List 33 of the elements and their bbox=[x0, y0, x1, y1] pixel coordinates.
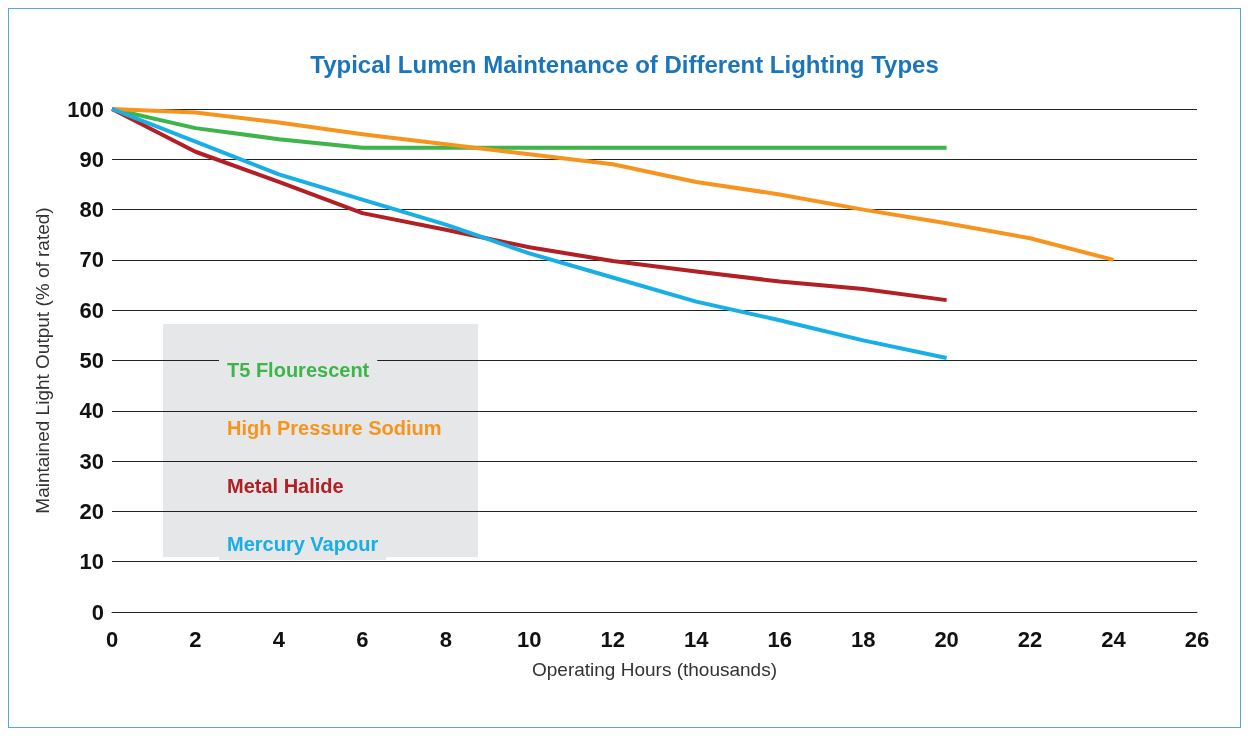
y-tick-label: 100 bbox=[67, 96, 104, 122]
x-tick-label: 20 bbox=[934, 626, 959, 652]
x-tick-label: 14 bbox=[683, 626, 710, 652]
text: Metal Halide bbox=[227, 475, 344, 497]
line-series bbox=[110, 107, 949, 360]
x-tick-label: 24 bbox=[1101, 626, 1127, 652]
y-axis-title: Maintained Light Output (% of rated) bbox=[32, 207, 53, 514]
x-axis-title: Operating Hours (thousands) bbox=[531, 659, 778, 680]
y-tick-label: 80 bbox=[79, 197, 104, 223]
y-tick-label: 0 bbox=[91, 599, 104, 625]
x-tick-label: 18 bbox=[850, 626, 876, 652]
text: Mercury Vapour bbox=[227, 533, 379, 555]
y-tick-label: 30 bbox=[79, 448, 104, 474]
y-tick-label: 40 bbox=[79, 398, 104, 424]
x-tick-label: 8 bbox=[439, 626, 452, 652]
x-tick-label: 26 bbox=[1184, 626, 1210, 652]
text: T5 Flourescent bbox=[227, 359, 370, 381]
x-tick-label: 6 bbox=[356, 626, 369, 652]
text: High Pressure Sodium bbox=[227, 417, 442, 439]
y-tick-label: 10 bbox=[79, 549, 104, 575]
y-tick-label: 20 bbox=[79, 498, 104, 524]
x-tick-label: 22 bbox=[1017, 626, 1043, 652]
x-tick-label: 4 bbox=[272, 626, 286, 652]
y-tick-label: 70 bbox=[79, 247, 104, 273]
line-series bbox=[110, 107, 1116, 262]
x-tick-label: 10 bbox=[517, 626, 542, 652]
chart-title: Typical Lumen Maintenance of Different Lighting Types bbox=[310, 50, 939, 78]
y-tick-label: 90 bbox=[79, 146, 104, 172]
y-tick-label: 50 bbox=[79, 348, 104, 373]
x-tick-label: 2 bbox=[189, 626, 202, 652]
x-tick-label: 16 bbox=[767, 626, 792, 652]
x-tick-label: 12 bbox=[600, 626, 626, 652]
y-tick-label: 60 bbox=[79, 297, 104, 323]
